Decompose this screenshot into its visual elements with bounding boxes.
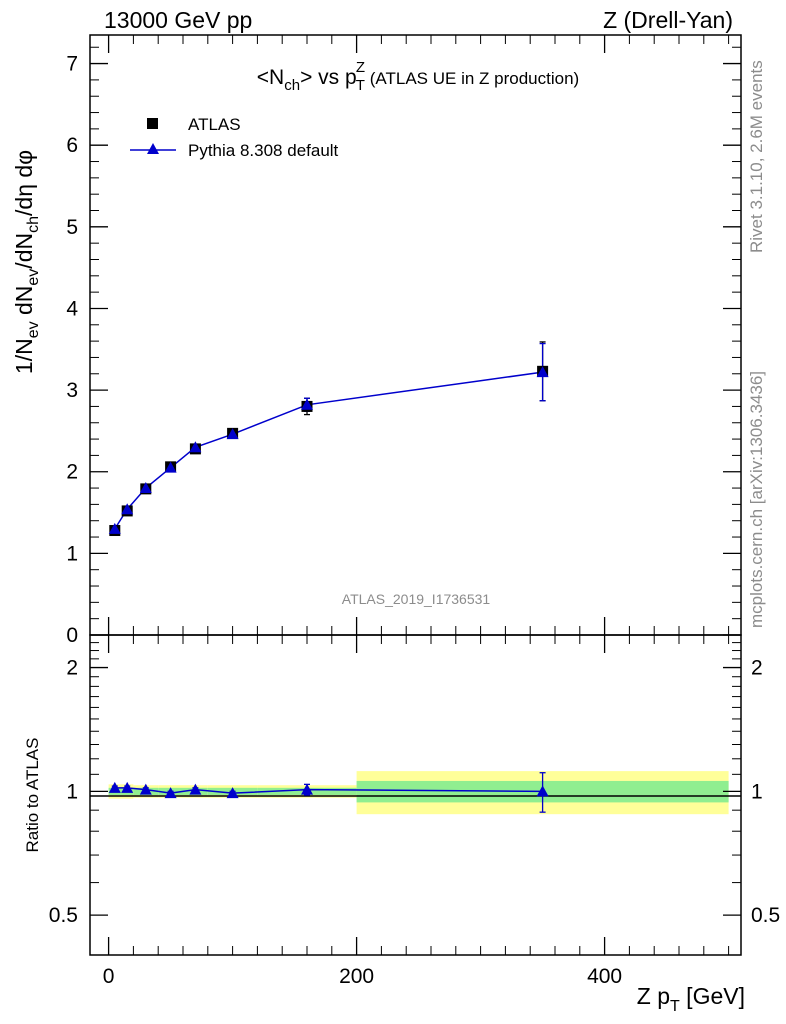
main-series-lines (114, 371, 543, 530)
ratio-y-tick-label-right: 2 (751, 657, 763, 680)
x-tick-label: 200 (339, 965, 374, 988)
ratio-uncertainty-bands (108, 771, 729, 815)
main-axes: 0 1 2 3 4 5 6 7 (66, 35, 741, 647)
pythia-data-point (164, 461, 177, 473)
analysis-watermark: ATLAS_2019_I1736531 (342, 591, 491, 607)
ratio-axes: 0.5 0.5 1 1 2 2 0 200 400 (49, 635, 780, 988)
main-markers (108, 365, 549, 537)
pythia-line (114, 371, 543, 530)
ratio-pythia-point (536, 785, 549, 797)
ratio-y-axis-label: Ratio to ATLAS (23, 738, 42, 853)
ratio-pythia-point (121, 781, 134, 793)
main-y-tick-label: 1 (66, 542, 78, 565)
ratio-y-tick-label: 0.5 (49, 904, 78, 927)
main-plot-title: <Nch> vs pTZ (ATLAS UE in Z production) (257, 59, 579, 94)
ratio-frame (89, 634, 742, 956)
mcplots-source-label: mcplots.cern.ch [arXiv:1306.3436] (747, 371, 766, 628)
main-y-tick-label: 3 (66, 379, 78, 402)
ratio-pythia-point (301, 783, 313, 795)
ratio-pythia-point (226, 787, 239, 799)
rivet-version-label: Rivet 3.1.10, 2.6M events (747, 60, 766, 253)
x-axis-label: Z pT [GeV] (637, 983, 745, 1015)
ratio-panel: 0.5 0.5 1 1 2 2 0 200 400 (49, 634, 780, 988)
ratio-pythia-point (164, 787, 177, 799)
pythia-data-point (226, 428, 239, 440)
pythia-data-point (108, 522, 121, 534)
ratio-y-tick-label: 1 (66, 780, 78, 803)
main-error-bars (111, 341, 546, 533)
ratio-pythia-point (139, 783, 152, 795)
pythia-data-point (121, 503, 134, 515)
legend-pythia-label: Pythia 8.308 default (188, 141, 339, 160)
pythia-data-point (536, 366, 549, 378)
ratio-pythia-point (189, 783, 202, 795)
pythia-data-point (301, 398, 313, 410)
ratio-y-tick-label-right: 0.5 (751, 904, 780, 927)
ratio-y-tick-label: 2 (66, 657, 78, 680)
legend: ATLAS Pythia 8.308 default (130, 115, 339, 160)
header-process-label: Z (Drell-Yan) (603, 7, 733, 33)
x-tick-label: 0 (103, 965, 115, 988)
ratio-y-tick-label-right: 1 (751, 780, 763, 803)
ratio-markers (108, 781, 549, 799)
pythia-data-point (189, 441, 202, 453)
legend-atlas-label: ATLAS (188, 115, 241, 134)
main-y-tick-label: 2 (66, 461, 78, 484)
main-y-tick-label: 0 (66, 624, 78, 647)
main-y-tick-label: 6 (66, 134, 78, 157)
main-y-axis-label: 1/Nev dNev/dNch/dη dφ (11, 150, 42, 374)
pythia-data-point (139, 482, 152, 494)
main-y-tick-label: 5 (66, 216, 78, 239)
main-panel: 0 1 2 3 4 5 6 7 (66, 34, 742, 647)
main-y-tick-label: 4 (66, 297, 78, 320)
header-energy-label: 13000 GeV pp (104, 7, 252, 33)
main-y-tick-label: 7 (66, 53, 78, 76)
legend-atlas-marker (147, 118, 158, 129)
legend-pythia-marker (147, 143, 159, 154)
x-tick-label: 400 (587, 965, 622, 988)
ratio-pythia-point (108, 781, 121, 793)
